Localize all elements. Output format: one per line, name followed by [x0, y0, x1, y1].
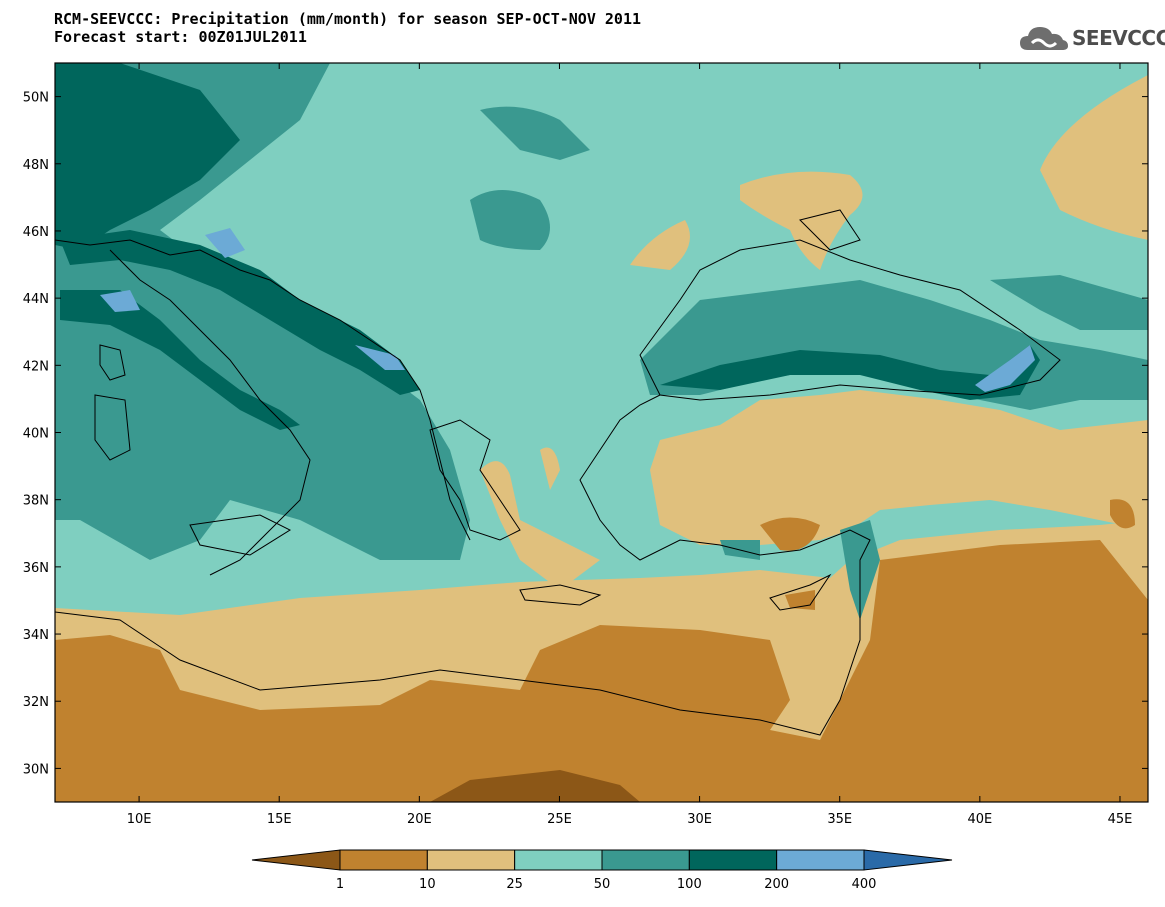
- lat-tick-label: 40N: [23, 427, 49, 442]
- field-10-25-ne: [1040, 75, 1148, 240]
- lat-tick-label: 32N: [23, 695, 49, 710]
- lon-tick-label: 40E: [967, 812, 992, 827]
- lon-tick-label: 10E: [127, 812, 152, 827]
- forecast-start-label: Forecast start: 00Z01JUL2011: [54, 28, 307, 46]
- lat-tick-label: 38N: [23, 494, 49, 509]
- lon-tick-label: 30E: [687, 812, 712, 827]
- colorbar-level-label: 200: [764, 877, 789, 892]
- colorbar-level-label: 400: [852, 877, 877, 892]
- colorbar-segment: [514, 849, 603, 871]
- field-10-25-aegean-2: [540, 447, 560, 490]
- lon-tick-label: 45E: [1108, 812, 1133, 827]
- field-100-200-adriatic: [60, 230, 420, 395]
- field-1-10-south: [55, 540, 1148, 802]
- lat-tick-label: 30N: [23, 762, 49, 777]
- longitude-axis: 10E 15E 20E 25E 30E 35E 40E 45E: [127, 63, 1133, 827]
- colorbar-segment: [601, 849, 690, 871]
- field-below-1: [430, 770, 640, 802]
- field-1-10-east: [1110, 499, 1135, 529]
- colorbar-high-extend: [863, 849, 953, 871]
- colorbar-low-extend: [251, 849, 341, 871]
- colorbar-level-label: 100: [677, 877, 702, 892]
- field-50-100-north: [480, 106, 590, 160]
- colorbar-segment: [776, 849, 865, 871]
- field-200-400-liguria: [100, 290, 140, 312]
- colorbar-level-label: 25: [506, 877, 523, 892]
- field-1-10-anatolia: [760, 517, 820, 551]
- field-100-200-ligurian: [60, 290, 300, 430]
- seevccc-logo: SEEVCCC: [1018, 22, 1165, 56]
- lat-tick-label: 50N: [23, 91, 49, 106]
- colorbar-segment: [688, 849, 778, 871]
- lat-tick-label: 44N: [23, 292, 49, 307]
- field-50-100-carpathians: [470, 190, 550, 250]
- lon-tick-label: 15E: [267, 812, 292, 827]
- field-10-25-moldova: [630, 220, 690, 270]
- field-200-400-dalmatia: [355, 345, 405, 370]
- lon-tick-label: 35E: [827, 812, 852, 827]
- lat-tick-label: 36N: [23, 561, 49, 576]
- lat-tick-label: 46N: [23, 225, 49, 240]
- cloud-icon: [1020, 27, 1068, 50]
- lat-tick-label: 48N: [23, 158, 49, 173]
- colorbar-level-label: 1: [336, 877, 344, 892]
- colorbar-segment: [426, 849, 516, 871]
- field-100-200-pontic: [660, 345, 1040, 400]
- lon-tick-label: 20E: [407, 812, 432, 827]
- lon-tick-label: 25E: [547, 812, 572, 827]
- map-title: RCM-SEEVCCC: Precipitation (mm/month) fo…: [54, 10, 641, 28]
- field-100-200-alps: [55, 63, 240, 250]
- latitude-axis: 30N 32N 34N 36N 38N 40N 42N 44N 46N 48N 50N: [23, 91, 1148, 777]
- lat-tick-label: 34N: [23, 628, 49, 643]
- logo-text: SEEVCCC: [1072, 26, 1165, 50]
- field-200-400-pontic: [975, 345, 1035, 392]
- colorbar-segment: [339, 849, 428, 871]
- colorbar-level-label: 50: [594, 877, 611, 892]
- field-10-25-anatolia: [650, 390, 1148, 545]
- precipitation-field: [55, 63, 1148, 802]
- colorbar: 1 10 25 50 100 200 400: [251, 849, 953, 892]
- lat-tick-label: 42N: [23, 359, 49, 374]
- colorbar-level-label: 10: [419, 877, 436, 892]
- field-200-400-alps: [205, 228, 245, 258]
- coastlines: [55, 209, 1061, 736]
- field-50-100-caucasus: [990, 275, 1148, 330]
- field-10-25-aegean: [480, 461, 600, 590]
